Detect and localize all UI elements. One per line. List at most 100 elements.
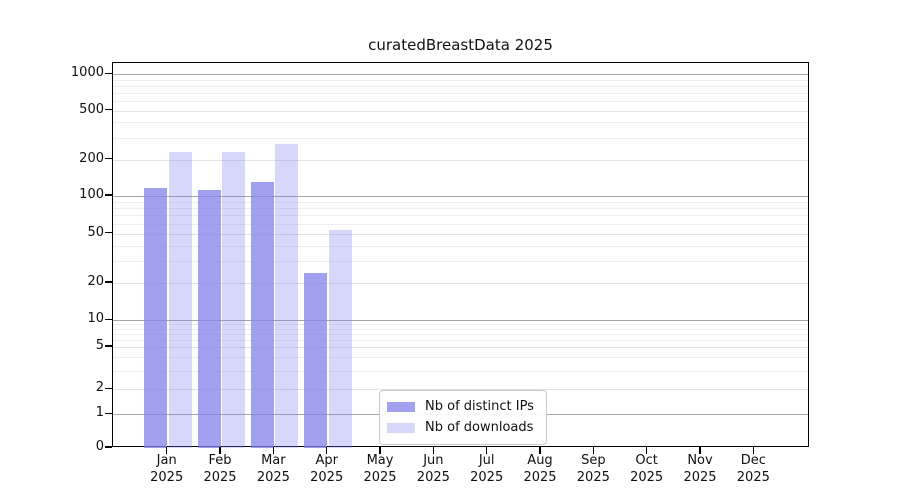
y-tick-label: 2 — [95, 380, 104, 396]
x-tick-year: 2025 — [310, 469, 344, 485]
gridline-minor — [113, 370, 808, 372]
gridline-major — [113, 74, 808, 76]
bar-downloads-jan — [168, 152, 192, 448]
x-tick-label: Nov 2025 — [672, 453, 728, 486]
y-tick-mark — [105, 281, 112, 283]
x-tick-label: Jul 2025 — [459, 453, 515, 486]
x-tick-year: 2025 — [470, 469, 504, 485]
legend-item-distinct-ips: Nb of distinct IPs — [387, 396, 537, 417]
gridline-minor — [113, 208, 808, 210]
x-tick-label: Oct 2025 — [619, 453, 675, 486]
y-tick-label: 10 — [87, 311, 104, 327]
x-tick-month: Jun — [423, 453, 444, 468]
bar-downloads-apr — [328, 230, 352, 448]
legend-swatch-downloads — [387, 422, 415, 433]
x-tick-month: Nov — [687, 453, 713, 468]
x-tick-month: Aug — [527, 453, 553, 468]
chart-title: curatedBreastData 2025 — [368, 36, 553, 54]
x-tick-year: 2025 — [683, 469, 717, 485]
x-tick-year: 2025 — [150, 469, 184, 485]
gridline-minor — [113, 159, 808, 161]
x-tick-month: Feb — [208, 453, 232, 468]
x-tick-label: May 2025 — [352, 453, 408, 486]
x-tick-label: Aug 2025 — [512, 453, 568, 486]
y-tick-label: 1000 — [70, 65, 104, 81]
y-tick-mark — [105, 318, 112, 321]
x-tick-mark — [539, 447, 541, 454]
gridline-minor — [113, 223, 808, 225]
gridline-minor — [113, 389, 808, 391]
x-tick-year: 2025 — [203, 469, 237, 485]
y-tick-label: 500 — [79, 101, 104, 117]
x-tick-year: 2025 — [256, 469, 290, 485]
y-tick-mark — [105, 387, 112, 390]
x-tick-month: Apr — [315, 453, 338, 468]
gridline-major — [113, 196, 808, 197]
x-tick-label: Apr 2025 — [299, 453, 355, 486]
gridline-minor — [113, 347, 808, 348]
y-tick-mark — [105, 194, 112, 196]
legend-label-distinct-ips: Nb of distinct IPs — [425, 399, 534, 414]
x-tick-mark — [432, 447, 435, 454]
gridline-minor — [113, 283, 808, 284]
gridline-minor — [113, 261, 808, 263]
x-tick-month: Jul — [478, 453, 495, 468]
x-tick-mark — [219, 447, 221, 454]
bar-ips-apr — [304, 273, 328, 448]
x-tick-label: Jun 2025 — [405, 453, 461, 486]
bar-downloads-feb — [222, 152, 246, 448]
x-tick-year: 2025 — [363, 469, 397, 485]
x-tick-mark — [592, 447, 595, 454]
y-tick-mark — [105, 345, 112, 347]
legend-item-downloads: Nb of downloads — [387, 417, 537, 438]
gridline-minor — [113, 339, 808, 341]
gridline-major — [113, 320, 808, 322]
gridline-minor — [113, 85, 808, 87]
gridline-minor — [113, 92, 808, 94]
x-tick-year: 2025 — [736, 469, 770, 485]
gridline-minor — [113, 328, 808, 330]
gridline-minor — [113, 110, 808, 112]
x-tick-mark — [485, 447, 488, 454]
x-tick-month: Dec — [740, 453, 766, 468]
y-tick-mark — [105, 72, 112, 75]
x-tick-year: 2025 — [523, 469, 557, 485]
x-tick-label: Jan 2025 — [139, 453, 195, 486]
y-tick-label: 5 — [95, 338, 104, 353]
legend: Nb of distinct IPs Nb of downloads — [379, 390, 547, 445]
gridline-minor — [113, 79, 808, 81]
y-tick-label: 50 — [87, 224, 104, 240]
x-tick-month: Jan — [156, 453, 177, 468]
x-tick-year: 2025 — [576, 469, 610, 485]
x-tick-mark — [752, 447, 755, 454]
x-tick-label: Dec 2025 — [725, 453, 781, 486]
gridline-minor — [113, 334, 808, 336]
x-tick-mark — [379, 447, 381, 454]
x-tick-month: May — [366, 453, 394, 468]
x-tick-month: Oct — [635, 453, 658, 468]
x-tick-mark — [272, 447, 275, 454]
x-tick-month: Mar — [261, 453, 286, 468]
legend-label-downloads: Nb of downloads — [425, 420, 534, 435]
y-tick-label: 0 — [95, 439, 104, 454]
gridline-minor — [113, 100, 808, 102]
y-tick-mark — [105, 108, 112, 111]
bar-downloads-mar — [275, 144, 299, 448]
x-tick-mark — [645, 447, 648, 454]
gridline-minor — [113, 122, 808, 124]
gridline-minor — [113, 137, 808, 139]
x-tick-year: 2025 — [630, 469, 664, 485]
x-tick-label: Sep 2025 — [565, 453, 621, 486]
y-tick-mark — [105, 446, 112, 448]
gridline-minor — [113, 357, 808, 359]
x-tick-mark — [165, 447, 168, 454]
bar-ips-jan — [144, 187, 168, 448]
gridline-minor — [113, 233, 808, 235]
x-tick-month: Sep — [581, 453, 606, 468]
gridline-minor — [113, 245, 808, 247]
y-tick-label: 100 — [79, 187, 104, 202]
x-tick-label: Mar 2025 — [245, 453, 301, 486]
x-tick-mark — [699, 447, 701, 454]
x-tick-mark — [325, 447, 328, 454]
